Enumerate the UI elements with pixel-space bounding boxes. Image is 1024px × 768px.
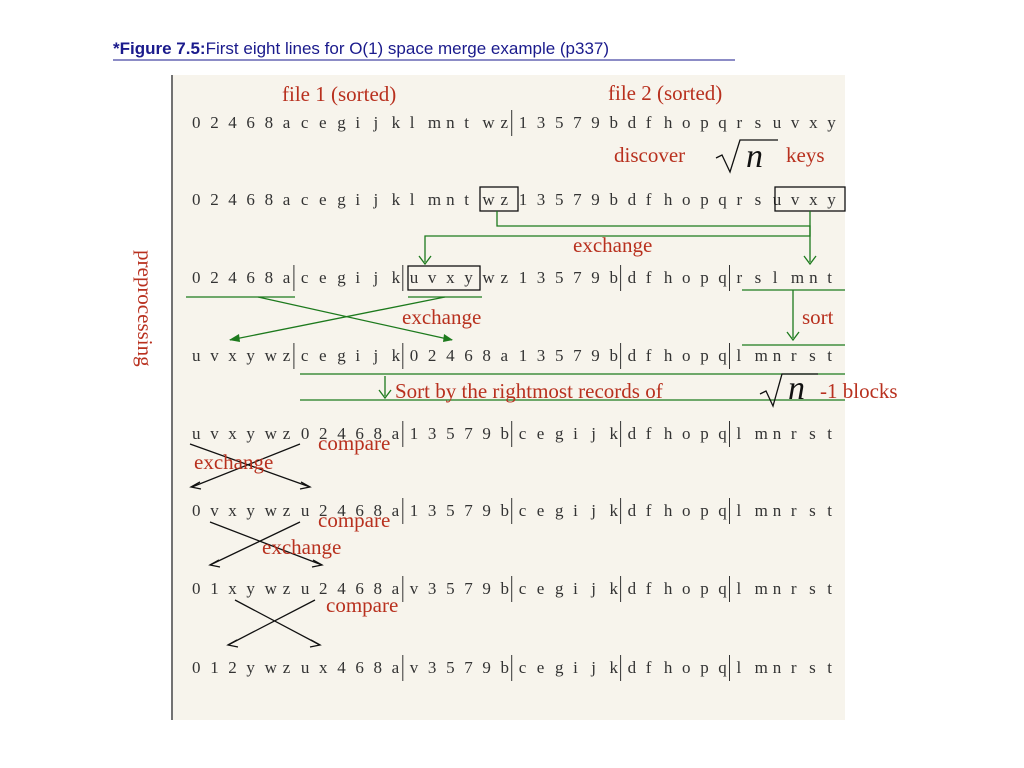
arrowhead [418, 255, 432, 266]
label: exchange [573, 233, 652, 257]
label: exchange [262, 535, 341, 559]
arrowhead [443, 334, 453, 342]
cross [189, 443, 311, 488]
label: compare [326, 593, 398, 617]
label: -1 blocks [820, 379, 898, 403]
arrowheads [208, 559, 324, 568]
arrow [257, 296, 453, 341]
cross [209, 521, 323, 566]
label: file 1 (sorted) [282, 82, 396, 106]
arrowheads [226, 639, 322, 648]
arrowheads [189, 481, 312, 490]
label: compare [318, 431, 390, 455]
label: preprocessing [133, 250, 157, 367]
label: sort [802, 305, 834, 329]
title: *Figure 7.5:First eight lines for O(1) s… [113, 39, 609, 58]
label: Sort by the rightmost records of [395, 379, 663, 403]
label: file 2 (sorted) [608, 81, 722, 105]
box [479, 186, 519, 212]
arrowhead [378, 389, 392, 400]
title-text: First eight lines for O(1) space merge e… [206, 39, 609, 58]
arrowhead [803, 255, 817, 266]
arrow [424, 211, 811, 262]
arrowhead [786, 331, 800, 342]
label: discover [614, 143, 685, 167]
radical [715, 139, 778, 174]
cross [227, 599, 321, 646]
radical [759, 373, 818, 408]
page-scan [173, 75, 845, 720]
arrow [496, 211, 811, 262]
sqrt-n: n [788, 370, 805, 407]
sqrt-n: n [746, 138, 763, 175]
arrowhead [229, 334, 240, 342]
arrow [229, 296, 446, 341]
label: compare [318, 508, 390, 532]
label: exchange [194, 450, 273, 474]
title-label: *Figure 7.5: [113, 39, 206, 58]
label: keys [786, 143, 825, 167]
box [407, 265, 481, 291]
label: exchange [402, 305, 481, 329]
